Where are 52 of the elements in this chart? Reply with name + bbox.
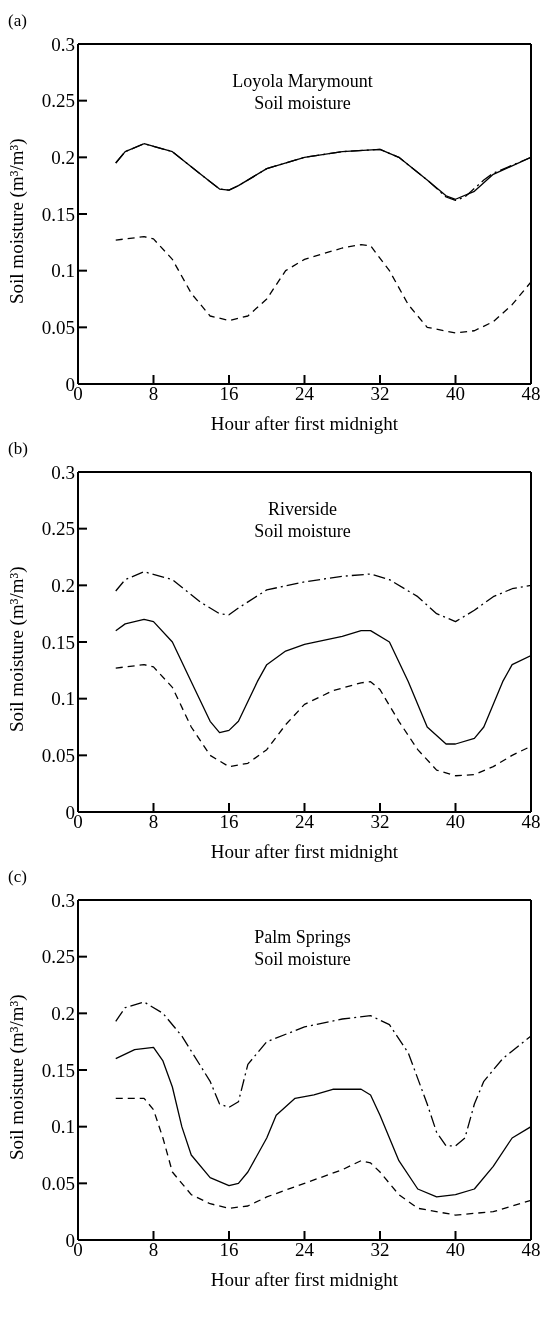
y-tick-label: 0.15 — [41, 203, 75, 225]
x-tick-label: 16 — [219, 811, 239, 833]
y-tick-label: 0.05 — [41, 317, 75, 339]
y-tick-label: 0.15 — [41, 631, 75, 653]
x-tick-label: 40 — [446, 383, 465, 405]
x-tick-label: 8 — [148, 383, 159, 405]
chart-title: (a) — [8, 10, 28, 32]
y-tick-label: 0.3 — [51, 33, 75, 55]
y-tick-label: 0.3 — [51, 889, 75, 911]
y-axis-title: Soil moisture (m³/m³) — [5, 138, 28, 304]
y-axis-title: Soil moisture (m³/m³) — [5, 994, 28, 1160]
x-tick-label: 24 — [295, 1239, 315, 1261]
line-series — [115, 664, 531, 777]
x-axis-title: Hour after first midnight — [210, 413, 399, 434]
x-axis-title: Hour after first midnight — [210, 841, 399, 862]
y-tick-label: 0.3 — [51, 461, 75, 483]
y-tick-label: 0.1 — [51, 688, 75, 710]
x-tick-label: 24 — [295, 383, 315, 405]
y-tick-label: 0.05 — [41, 1173, 75, 1195]
x-tick-label: 40 — [446, 811, 465, 833]
y-tick-label: 0.15 — [41, 1059, 75, 1081]
x-tick-label: 16 — [219, 383, 239, 405]
y-tick-label: 0.1 — [51, 260, 75, 282]
annotation: Soil moisture — [253, 92, 352, 114]
y-tick-label: 0.1 — [51, 1116, 75, 1138]
y-tick-label: 0.2 — [51, 147, 75, 169]
x-tick-label: 8 — [148, 1239, 159, 1261]
x-tick-label: 32 — [370, 1239, 390, 1261]
y-tick-label: 0.05 — [41, 745, 75, 767]
x-tick-label: 16 — [219, 1239, 239, 1261]
x-tick-label: 48 — [521, 383, 541, 405]
x-tick-label: 24 — [295, 811, 315, 833]
x-axis-title: Hour after first midnight — [210, 1269, 399, 1290]
x-tick-label: 32 — [370, 383, 390, 405]
y-tick-label: 0.2 — [51, 575, 75, 597]
x-tick-label: 40 — [446, 1239, 465, 1261]
x-tick-label: 8 — [148, 811, 159, 833]
y-tick-label: 0.25 — [41, 946, 75, 968]
x-tick-label: 32 — [370, 811, 390, 833]
x-tick-label: 48 — [521, 1239, 541, 1261]
annotation: Soil moisture — [253, 948, 352, 970]
annotation: Riverside — [267, 498, 338, 520]
annotation: Soil moisture — [253, 520, 352, 542]
y-tick-label: 0.25 — [41, 518, 75, 540]
y-tick-label: 0.25 — [41, 90, 75, 112]
chart-title: (c) — [8, 866, 28, 888]
x-tick-label: 48 — [521, 811, 541, 833]
chart-title: (b) — [8, 438, 29, 460]
annotation: Loyola Marymount — [231, 70, 374, 92]
y-axis-title: Soil moisture (m³/m³) — [5, 566, 28, 732]
annotation: Palm Springs — [253, 926, 352, 948]
y-tick-label: 0.2 — [51, 1003, 75, 1025]
